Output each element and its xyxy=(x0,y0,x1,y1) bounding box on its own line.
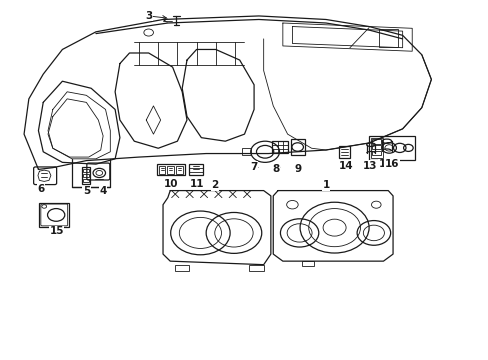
Bar xyxy=(339,146,349,158)
Text: 13: 13 xyxy=(363,161,377,171)
Bar xyxy=(372,139,380,144)
Text: 12: 12 xyxy=(378,159,392,169)
Text: 5: 5 xyxy=(82,186,90,196)
Bar xyxy=(83,174,89,177)
Bar xyxy=(372,151,380,155)
Bar xyxy=(157,164,184,175)
Bar xyxy=(159,166,165,174)
Bar xyxy=(290,139,304,154)
Bar xyxy=(83,179,89,182)
Bar xyxy=(81,167,90,184)
Text: 9: 9 xyxy=(294,164,301,174)
Bar xyxy=(188,164,203,175)
Bar xyxy=(175,265,189,271)
Bar xyxy=(368,136,414,160)
Text: 11: 11 xyxy=(189,179,203,189)
Bar xyxy=(370,138,382,158)
Bar xyxy=(83,169,89,172)
Text: 2: 2 xyxy=(211,180,218,190)
Bar xyxy=(40,203,69,227)
Bar xyxy=(378,29,397,47)
Text: 16: 16 xyxy=(384,159,399,169)
Bar xyxy=(242,148,250,155)
Text: 7: 7 xyxy=(250,162,257,172)
Text: 4: 4 xyxy=(99,186,106,196)
Text: 10: 10 xyxy=(163,179,178,189)
Bar xyxy=(167,166,174,174)
Bar xyxy=(372,145,380,149)
Text: 1: 1 xyxy=(322,180,329,190)
Text: 15: 15 xyxy=(49,226,64,236)
Text: 3: 3 xyxy=(145,11,152,21)
Bar xyxy=(302,261,313,266)
Text: 14: 14 xyxy=(338,161,353,171)
Text: 8: 8 xyxy=(271,164,279,174)
Text: 6: 6 xyxy=(38,184,45,194)
Bar xyxy=(249,265,263,271)
Bar xyxy=(176,166,183,174)
Bar xyxy=(272,141,287,153)
